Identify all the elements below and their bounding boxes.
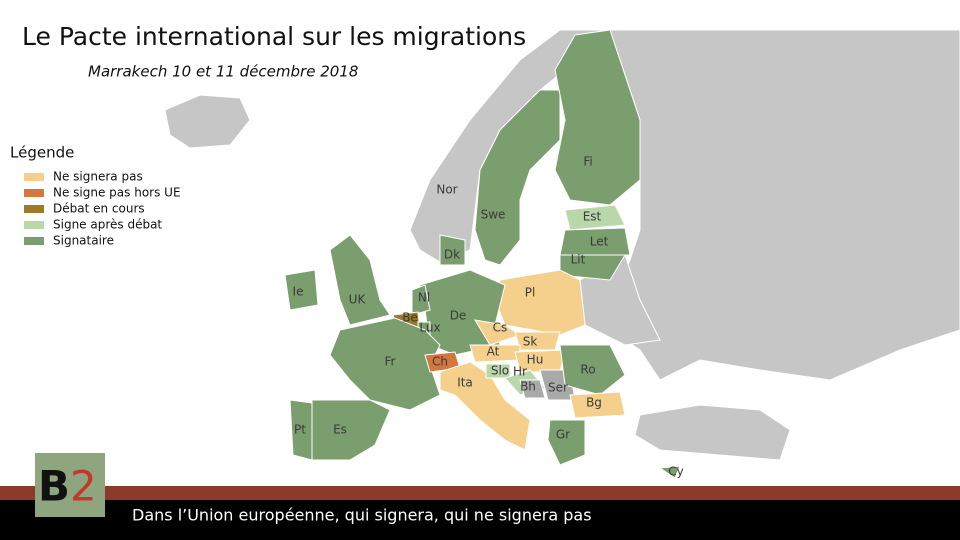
country-label: Pl: [525, 286, 536, 300]
country: [564, 204, 626, 231]
country-label: Fi: [583, 155, 592, 169]
legend-label: Ne signe pas hors UE: [53, 186, 181, 200]
legend-label: Débat en cours: [53, 202, 145, 216]
country-label: Hu: [527, 353, 544, 367]
footer-bar: [0, 500, 960, 540]
country-label: Lit: [571, 253, 586, 267]
country: [554, 29, 641, 206]
country-label: At: [487, 345, 500, 359]
country-label: Ie: [293, 285, 304, 299]
country: [289, 399, 313, 461]
country: [474, 89, 561, 266]
country: [311, 399, 391, 461]
legend-label: Ne signera pas: [53, 170, 143, 184]
country-label: Cs: [493, 321, 508, 335]
country: [658, 465, 681, 479]
country-label: De: [450, 309, 467, 323]
country: [519, 379, 546, 399]
country-label: Dk: [444, 248, 460, 262]
country: [439, 361, 531, 451]
country-label: Gr: [556, 428, 570, 442]
country-label: Ro: [580, 363, 595, 377]
country-label: Sk: [523, 335, 538, 349]
country-label: Ser: [548, 381, 568, 395]
country-label: Pt: [294, 423, 306, 437]
legend-swatch: [24, 189, 44, 197]
legend-label: Signataire: [53, 234, 114, 248]
legend-label: Signe après débat: [53, 218, 162, 232]
country-label: Ch: [432, 355, 448, 369]
country-label: Slo: [491, 364, 509, 378]
legend-swatch: [24, 221, 44, 229]
country-label: Cy: [668, 465, 683, 479]
country-label: Hr: [513, 365, 527, 379]
legend: Légende Ne signera pas Ne signe pas hors …: [10, 144, 181, 248]
country: [494, 269, 586, 336]
country: [284, 269, 319, 311]
country: [559, 227, 631, 256]
legend-swatch: [24, 205, 44, 213]
country: [329, 234, 391, 326]
footer-band: [0, 486, 960, 500]
country-label: Lux: [419, 321, 440, 335]
subtitle: Marrakech 10 et 11 décembre 2018: [88, 63, 358, 81]
logo-digit: 2: [70, 462, 97, 511]
country-label: Ita: [457, 376, 473, 390]
country: [559, 344, 626, 396]
country-label: Nl: [418, 291, 430, 305]
land: [634, 404, 791, 461]
country: [547, 419, 586, 466]
country-label: Bg: [586, 396, 602, 410]
logo-box: [35, 453, 105, 517]
country: [329, 317, 441, 411]
land: [164, 94, 251, 149]
legend-swatch: [24, 237, 44, 245]
country-label: Swe: [481, 208, 506, 222]
logo-letter: B: [38, 462, 70, 511]
title: Le Pacte international sur les migration…: [22, 22, 526, 51]
country: [439, 234, 466, 266]
footer-text: Dans l’Union européenne, qui signera, qu…: [132, 506, 592, 525]
country-label: Fr: [385, 355, 396, 369]
country-label: UK: [349, 293, 367, 307]
legend-title: Légende: [10, 144, 74, 162]
country: [411, 284, 431, 316]
country-label: Es: [333, 423, 347, 437]
country: [559, 254, 626, 281]
country-label: Be: [402, 311, 418, 325]
country-label: Let: [590, 235, 609, 249]
country-label: Bh: [520, 380, 536, 394]
legend-swatch: [24, 173, 44, 181]
country-label: Est: [583, 210, 602, 224]
country-label: Nor: [436, 183, 457, 197]
country: [569, 391, 626, 419]
